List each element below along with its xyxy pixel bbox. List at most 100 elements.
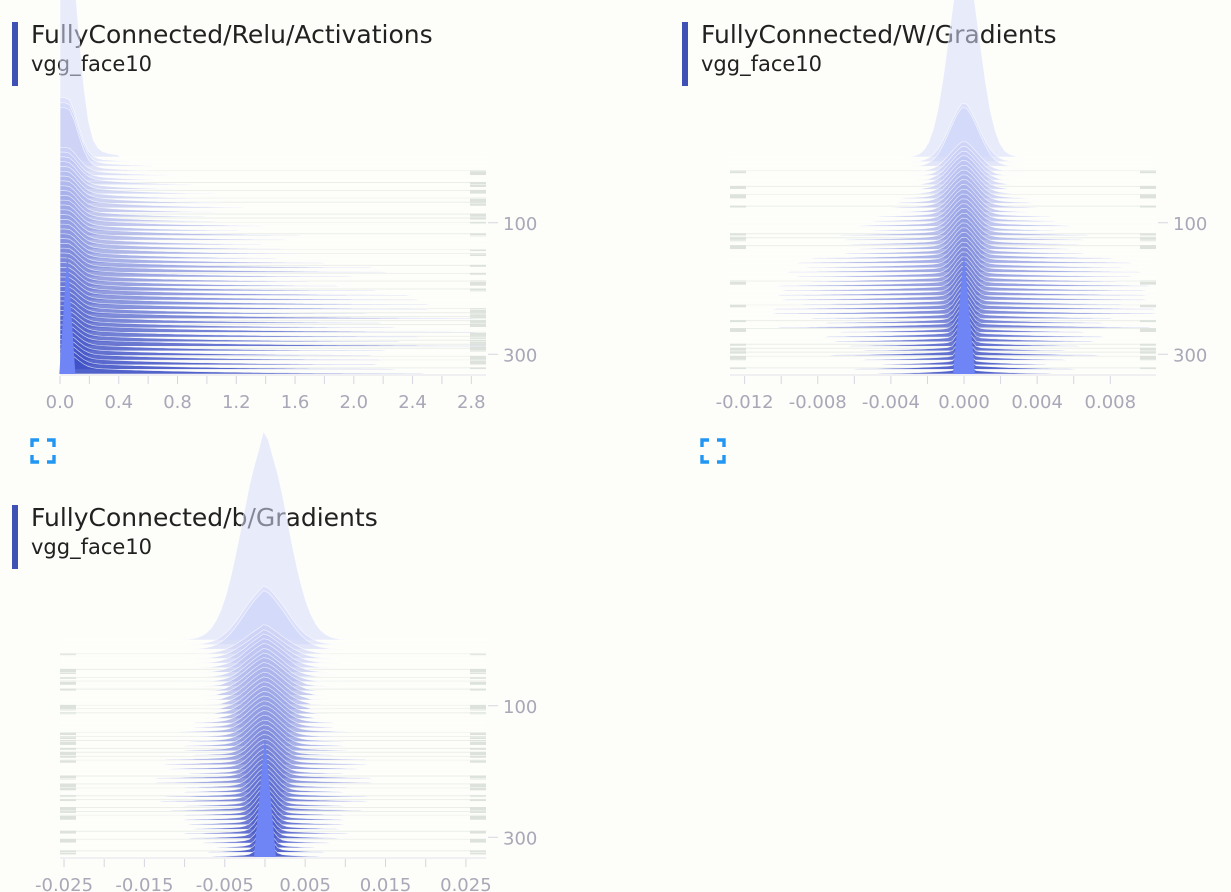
histogram-slice — [59, 170, 486, 199]
histogram-slice — [59, 146, 486, 176]
x-tick-label: 1.6 — [281, 392, 310, 413]
x-tick-label: 0.025 — [440, 875, 492, 892]
x-tick-label: 0.4 — [104, 392, 133, 413]
histogram-slice — [730, 309, 1156, 333]
histogram-slice — [730, 241, 1156, 269]
fullscreen-icon — [30, 438, 56, 464]
histogram-slice — [730, 217, 1156, 246]
histogram-slice — [730, 266, 1156, 292]
step-tick-label: 300 — [1173, 345, 1207, 366]
histogram-slice — [730, 261, 1156, 287]
step-band-right — [1140, 245, 1156, 250]
histogram-slice — [730, 275, 1156, 301]
histogram-slice — [59, 262, 486, 287]
card-title: FullyConnected/W/Gradients — [701, 20, 1057, 49]
step-band-right — [470, 783, 486, 789]
step-band-left — [730, 280, 746, 285]
histogram-slice — [730, 290, 1157, 315]
step-band-left — [730, 233, 746, 237]
step-band-left — [730, 327, 746, 332]
card-title: FullyConnected/Relu/Activations — [31, 20, 433, 49]
histogram-slice — [730, 150, 1156, 181]
histogram-slice — [730, 300, 1156, 324]
histogram-slice — [730, 188, 1156, 218]
step-band-right — [470, 775, 486, 780]
step-band-right — [470, 324, 486, 328]
x-tick-label: -0.012 — [716, 392, 774, 413]
x-tick-label: -0.005 — [196, 875, 254, 892]
step-band-left — [60, 739, 76, 745]
histogram-slice — [60, 806, 486, 830]
histogram-slice — [59, 252, 486, 278]
histogram-slice — [730, 174, 1156, 204]
x-axis: 0.0 0.4 0.8 1.2 1.6 2.0 2.4 2.8 — [46, 374, 486, 413]
histogram-card-w-gradients: FullyConnected/W/Gradients vgg_face10 -0… — [682, 0, 1207, 472]
histogram-slice — [59, 291, 486, 315]
step-band-right — [470, 320, 486, 325]
step-band-right — [470, 280, 486, 286]
fullscreen-icon — [700, 438, 726, 464]
histogram-slice — [730, 0, 1156, 158]
histogram-slice — [59, 295, 486, 319]
histogram-slice — [730, 329, 1156, 352]
histogram-slice — [730, 208, 1156, 236]
histogram-chart[interactable]: 0.0 0.4 0.8 1.2 1.6 2.0 2.4 2.8 100 300 — [12, 0, 537, 422]
histogram-slice — [59, 343, 486, 366]
histogram-slice — [59, 257, 486, 283]
step-band-left — [730, 304, 746, 308]
histogram-slice — [59, 305, 486, 329]
x-tick-label: 0.005 — [279, 875, 331, 892]
step-axis: 100 300 — [1158, 214, 1207, 366]
histogram-front-slice — [253, 737, 276, 857]
fullscreen-button[interactable] — [28, 436, 58, 466]
step-band-left — [730, 185, 746, 189]
histogram-slice — [59, 310, 486, 333]
histogram-slice — [730, 354, 1156, 375]
step-band-right — [470, 355, 486, 361]
histogram-card-b-gradients: FullyConnected/b/Gradients vgg_face10 -0… — [12, 430, 537, 892]
histogram-slice — [59, 233, 486, 259]
step-band-left — [60, 838, 76, 843]
histogram-slice — [59, 334, 486, 356]
step-band-right — [470, 201, 486, 206]
histogram-slice — [730, 334, 1156, 356]
histogram-chart[interactable]: -0.025 -0.015 -0.005 0.005 0.015 0.025 100 300 — [12, 430, 537, 892]
step-band-right — [470, 213, 486, 219]
step-band-right — [470, 759, 486, 763]
step-band-right — [470, 316, 486, 320]
histogram-chart[interactable]: -0.012 -0.008 -0.004 0.000 0.004 0.008 100 300 — [682, 0, 1207, 422]
step-band-right — [470, 197, 486, 202]
step-band-right — [470, 810, 486, 813]
histogram-card-relu-activations: FullyConnected/Relu/Activations vgg_face… — [12, 0, 537, 472]
step-band-right — [470, 814, 486, 820]
step-band-right — [1140, 347, 1156, 353]
histogram-slice — [59, 195, 486, 222]
histogram-slice — [59, 175, 486, 204]
run-name: vgg_face10 — [31, 52, 153, 76]
step-tick-label: 300 — [503, 828, 537, 849]
histogram-slice — [730, 344, 1156, 366]
x-tick-label: 2.4 — [398, 392, 427, 413]
step-band-right — [470, 668, 486, 674]
fullscreen-button[interactable] — [698, 436, 728, 466]
step-axis: 100 300 — [488, 697, 537, 849]
x-tick-label: 0.0 — [46, 392, 75, 413]
histogram-slice — [730, 179, 1156, 209]
histogram-slice — [59, 214, 486, 241]
step-band-left — [60, 680, 76, 685]
x-axis: -0.025 -0.015 -0.005 0.005 0.015 0.025 — [35, 857, 492, 892]
histogram-slice — [60, 801, 486, 826]
histogram-slice — [59, 0, 486, 158]
card-header: FullyConnected/W/Gradients vgg_face10 — [682, 20, 1057, 86]
histogram-slice — [59, 185, 486, 213]
step-band-right — [470, 830, 486, 834]
histogram-ridges — [60, 430, 486, 858]
step-band-right — [470, 359, 486, 365]
histogram-slice — [59, 276, 486, 301]
histogram-slice — [59, 281, 486, 306]
histogram-slice — [59, 190, 486, 218]
histogram-slice — [59, 97, 486, 162]
step-band-right — [470, 347, 486, 352]
histogram-slice — [59, 319, 486, 343]
step-band-right — [1140, 280, 1156, 285]
